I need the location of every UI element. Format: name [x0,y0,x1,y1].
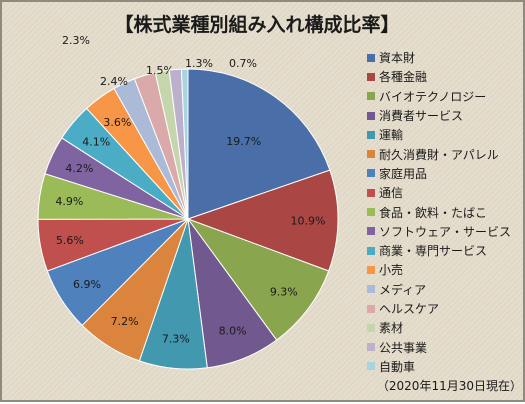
slice-value-label: 19.7% [226,135,261,148]
legend-swatch [367,246,375,255]
legend-label: 運輸 [379,128,404,143]
legend-label: 耐久消費財・アパレル [379,147,499,162]
legend-swatch [367,169,375,178]
legend-item: 運輸 [367,125,525,144]
legend-label: ソフトウェア・サービス [379,224,512,239]
legend-item: 素材 [367,318,525,337]
legend-label: 食品・飲料・たばこ [379,205,488,220]
legend-item: 食品・飲料・たばこ [367,202,525,221]
legend-label: 各種金融 [379,70,428,85]
slice-value-label: 4.2% [65,162,93,175]
legend-swatch [367,323,375,332]
slice-value-label: 0.7% [229,57,257,70]
legend-item: メディア [367,280,525,299]
pie-slice [187,68,331,220]
legend-item: 耐久消費財・アパレル [367,144,525,163]
slice-value-label: 6.9% [73,278,101,291]
legend-label: 消費者サービス [379,109,464,124]
slice-value-label: 2.4% [100,75,128,88]
legend-label: 公共事業 [379,340,428,355]
legend-swatch [367,362,375,371]
legend-item: 商業・専門サービス [367,241,525,260]
legend-label: 商業・専門サービス [379,244,488,259]
legend-item: 家庭用品 [367,164,525,183]
slice-value-label: 2.3% [62,34,90,47]
legend-swatch [367,285,375,294]
legend-swatch [367,343,375,352]
legend-swatch [367,188,375,197]
legend-swatch [367,130,375,139]
pie-slice [180,68,189,220]
legend-item: 小売 [367,260,525,279]
slice-value-label: 7.3% [162,332,190,345]
legend-label: 小売 [379,263,404,278]
legend-swatch [367,227,375,236]
legend-label: ヘルスケア [379,302,440,316]
legend-label: 素材 [379,321,404,336]
legend-swatch [367,304,375,313]
legend-swatch [367,265,375,274]
slice-value-label: 9.3% [270,285,298,298]
slice-value-label: 8.0% [219,324,247,337]
legend-item: 通信 [367,183,525,202]
legend-label: 家庭用品 [379,166,428,181]
date-note: （2020年11月30日現在） [376,379,522,393]
legend-item: 消費者サービス [367,106,525,125]
slice-value-label: 3.6% [103,116,131,129]
legend-item: ヘルスケア [367,299,525,318]
pie-slice [186,217,330,341]
legend-label: メディア [379,282,427,297]
legend-label: バイオテクノロジー [379,89,487,104]
slice-value-label: 4.1% [82,136,110,149]
legend-swatch [367,92,375,101]
slice-value-label: 5.6% [56,234,84,247]
legend-label: 資本財 [379,51,416,66]
legend-swatch [367,72,375,81]
slice-value-label: 1.5% [146,64,174,77]
chart-legend: 資本財各種金融バイオテクノロジー 消費者サービス 運輸耐久消費財・アパレル 家庭用品通… [367,48,525,376]
legend-item: バイオテクノロジー [367,87,525,106]
legend-item: 公共事業 [367,337,525,356]
legend-swatch [367,150,375,159]
legend-label: 自動車 [379,359,416,374]
slice-value-label: 4.9% [55,195,83,208]
legend-item: ソフトウェア・サービス [367,222,525,241]
slice-value-label: 7.2% [111,315,139,328]
legend-item: 資本財 [367,48,525,67]
legend-item: 各種金融 [367,67,525,86]
pie-slice [186,169,339,272]
legend-label: 通信 [379,186,404,201]
legend-item: 自動車 [367,357,525,376]
slice-value-label: 1.3% [185,57,213,70]
slice-value-label: 10.9% [291,214,326,227]
legend-swatch [367,208,375,217]
legend-swatch [367,111,375,120]
chart-title: 【株式業種別組み入れ構成比率】 [114,14,400,36]
legend-swatch [367,53,375,62]
